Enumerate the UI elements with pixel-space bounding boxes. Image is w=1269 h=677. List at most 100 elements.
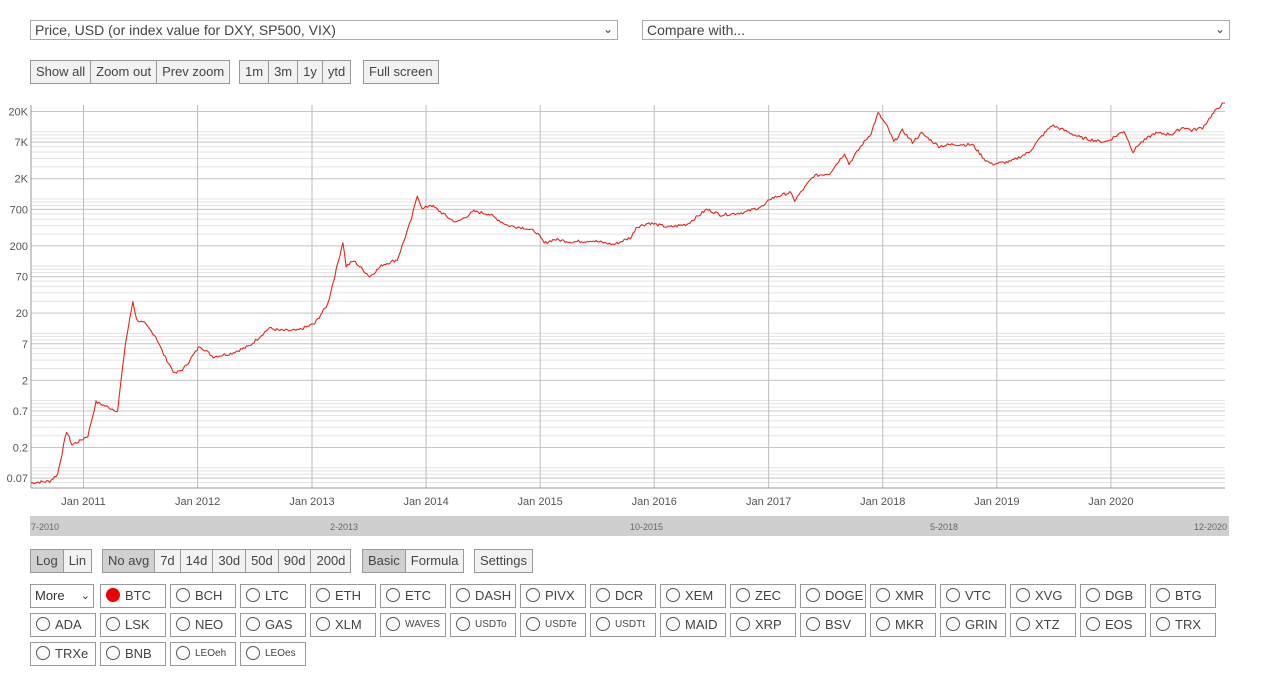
coin-toggle-pivx[interactable]: PIVX [520, 584, 586, 608]
avg-90d-button[interactable]: 90d [277, 549, 312, 573]
coin-toggle-usdto[interactable]: USDTo [450, 613, 516, 637]
coin-toggle-eth[interactable]: ETH [310, 584, 376, 608]
coin-toggle-usdtt[interactable]: USDTt [590, 613, 656, 637]
coin-label: ZEC [755, 588, 781, 603]
radio-circle-icon [36, 646, 50, 660]
coin-toggle-leoeh[interactable]: LEOeh [170, 642, 236, 666]
coin-toggle-usdte[interactable]: USDTe [520, 613, 586, 637]
coin-toggle-zec[interactable]: ZEC [730, 584, 796, 608]
coin-toggle-waves[interactable]: WAVES [380, 613, 446, 637]
coin-toggle-ada[interactable]: ADA [30, 613, 96, 637]
y-tick-label: 200 [10, 241, 28, 253]
x-tick-label: Jan 2011 [61, 496, 105, 508]
coin-toggle-ltc[interactable]: LTC [240, 584, 306, 608]
coin-toggle-bch[interactable]: BCH [170, 584, 236, 608]
range-ytd-button[interactable]: ytd [321, 60, 352, 84]
coin-label: TRXe [55, 646, 89, 661]
chevron-down-icon: ⌄ [1214, 22, 1225, 36]
coin-toggle-bsv[interactable]: BSV [800, 613, 866, 637]
coin-toggle-xtz[interactable]: XTZ [1010, 613, 1076, 637]
coin-label: BNB [125, 646, 152, 661]
coin-toggle-dcr[interactable]: DCR [590, 584, 656, 608]
coin-label: PIVX [545, 588, 575, 603]
coin-label: LEOeh [195, 648, 227, 659]
full-screen-button[interactable]: Full screen [363, 60, 439, 84]
coin-toggle-btc[interactable]: BTC [100, 584, 166, 608]
basic-mode-button[interactable]: Basic [362, 549, 406, 573]
coin-toggle-dash[interactable]: DASH [450, 584, 516, 608]
scale-button-group: Log Lin [30, 549, 93, 573]
more-select[interactable]: More ⌄ [30, 584, 94, 608]
coin-toggle-dgb[interactable]: DGB [1080, 584, 1146, 608]
zoom-out-button[interactable]: Zoom out [90, 60, 158, 84]
coin-toggle-vtc[interactable]: VTC [940, 584, 1006, 608]
coin-label: GAS [265, 617, 293, 632]
avg-200d-button[interactable]: 200d [310, 549, 352, 573]
range-3m-button[interactable]: 3m [268, 60, 299, 84]
coin-toggle-etc[interactable]: ETC [380, 584, 446, 608]
coin-label: USDTe [545, 619, 577, 630]
radio-circle-icon [946, 588, 960, 602]
y-tick-label: 0.7 [13, 406, 28, 418]
coin-label: XRP [755, 617, 782, 632]
coin-toggle-lsk[interactable]: LSK [100, 613, 166, 637]
radio-circle-icon [456, 588, 470, 602]
coin-toggle-neo[interactable]: NEO [170, 613, 236, 637]
y-tick-label: 2 [22, 375, 28, 387]
coin-toggle-mkr[interactable]: MKR [870, 613, 936, 637]
coin-toggle-doge[interactable]: DOGE [800, 584, 866, 608]
avg-7d-button[interactable]: 7d [154, 549, 181, 573]
coin-toggle-xlm[interactable]: XLM [310, 613, 376, 637]
coin-toggle-grin[interactable]: GRIN [940, 613, 1006, 637]
coin-label: ETC [405, 588, 431, 603]
coin-toggle-xrp[interactable]: XRP [730, 613, 796, 637]
coin-label: MKR [895, 617, 924, 632]
settings-button[interactable]: Settings [474, 549, 533, 573]
avg-14d-button[interactable]: 14d [179, 549, 214, 573]
price-chart[interactable]: 0.07 0.2 0.7 2 7 20 70 200 700 2K 7K 20K Jan 2011 Jan… [0, 96, 1269, 516]
radio-circle-icon [596, 617, 610, 631]
lin-scale-button[interactable]: Lin [62, 549, 93, 573]
coin-toggle-eos[interactable]: EOS [1080, 613, 1146, 637]
coin-label: XEM [685, 588, 714, 603]
avg-50d-button[interactable]: 50d [245, 549, 279, 573]
radio-circle-icon [596, 588, 610, 602]
avg-30d-button[interactable]: 30d [212, 549, 247, 573]
radio-circle-icon [946, 617, 960, 631]
x-tick-label: Jan 2018 [860, 496, 905, 508]
prev-zoom-button[interactable]: Prev zoom [156, 60, 231, 84]
range-1y-button[interactable]: 1y [297, 60, 323, 84]
radio-circle-icon [176, 617, 190, 631]
show-all-button[interactable]: Show all [30, 60, 92, 84]
coin-toggle-gas[interactable]: GAS [240, 613, 306, 637]
coin-toggle-maid[interactable]: MAID [660, 613, 726, 637]
formula-mode-button[interactable]: Formula [404, 549, 465, 573]
chevron-down-icon: ⌄ [80, 590, 90, 602]
radio-circle-icon [386, 617, 400, 631]
radio-circle-icon [176, 588, 190, 602]
log-scale-button[interactable]: Log [30, 549, 64, 573]
range-1m-button[interactable]: 1m [239, 60, 270, 84]
coin-label: GRIN [965, 617, 998, 632]
compare-select[interactable]: Compare with... ⌄ [642, 20, 1230, 40]
compare-select-value: Compare with... [647, 22, 746, 38]
coin-toggle-xem[interactable]: XEM [660, 584, 726, 608]
no-avg-button[interactable]: No avg [102, 549, 156, 573]
coin-toggle-xvg[interactable]: XVG [1010, 584, 1076, 608]
series-line-btc [30, 102, 1225, 485]
coin-toggle-bnb[interactable]: BNB [100, 642, 166, 666]
metric-select[interactable]: Price, USD (or index value for DXY, SP50… [30, 20, 618, 40]
navigator-scroller[interactable]: 7-2010 2-2013 10-2015 5-2018 12-2020 [30, 516, 1229, 536]
coin-label: BSV [825, 617, 852, 632]
coin-label: USDTo [475, 619, 507, 630]
coin-label: BTC [125, 588, 151, 603]
coin-toggle-leoes[interactable]: LEOes [240, 642, 306, 666]
coin-toggle-xmr[interactable]: XMR [870, 584, 936, 608]
coin-toggle-btg[interactable]: BTG [1150, 584, 1216, 608]
x-tick-label: Jan 2014 [403, 496, 448, 508]
coin-toggle-trx[interactable]: TRX [1150, 613, 1216, 637]
y-tick-label: 2K [15, 174, 29, 186]
coin-label: LTC [265, 588, 289, 603]
coin-toggle-trxe[interactable]: TRXe [30, 642, 96, 666]
coin-label: DASH [475, 588, 512, 603]
